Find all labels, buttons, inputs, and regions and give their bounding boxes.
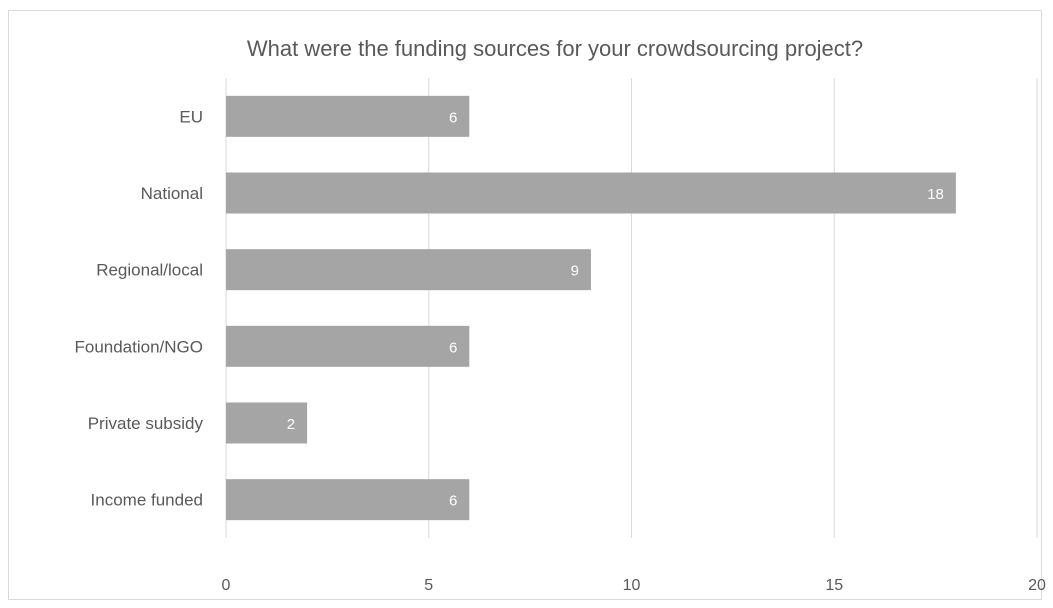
data-label: 6 (449, 493, 457, 510)
category-label: Regional/local (96, 261, 203, 280)
bar-foundation-ngo (226, 325, 470, 367)
x-tick-label: 5 (424, 577, 433, 594)
x-tick-label: 15 (825, 577, 843, 594)
bar-regional-local (226, 249, 591, 291)
bar-national (226, 172, 956, 214)
category-label: Private subsidy (88, 414, 204, 433)
category-label: Foundation/NGO (74, 337, 203, 356)
data-label: 18 (927, 186, 944, 203)
data-label: 9 (571, 263, 579, 280)
category-labels: EU National Regional/local Foundation/NGO Pr… (74, 107, 203, 509)
category-label: EU (179, 107, 203, 126)
data-label: 6 (449, 339, 457, 356)
bar-eu (226, 95, 470, 137)
data-label: 6 (449, 109, 457, 126)
category-label: Income funded (91, 491, 203, 510)
x-tick-label: 10 (623, 577, 641, 594)
gridlines (225, 78, 1038, 538)
x-tick-label: 0 (222, 577, 231, 594)
chart-frame (8, 10, 1042, 600)
bar-private-subsidy (226, 402, 308, 444)
data-label: 2 (287, 416, 295, 433)
bars (226, 95, 956, 521)
bar-income-funded (226, 479, 470, 521)
x-axis-tick-labels: 0 5 10 15 20 (222, 577, 1046, 594)
chart-title: What were the funding sources for your c… (247, 36, 863, 61)
data-labels: 6 18 9 6 2 6 (287, 109, 944, 509)
category-label: National (141, 184, 203, 203)
x-tick-label: 20 (1028, 577, 1046, 594)
